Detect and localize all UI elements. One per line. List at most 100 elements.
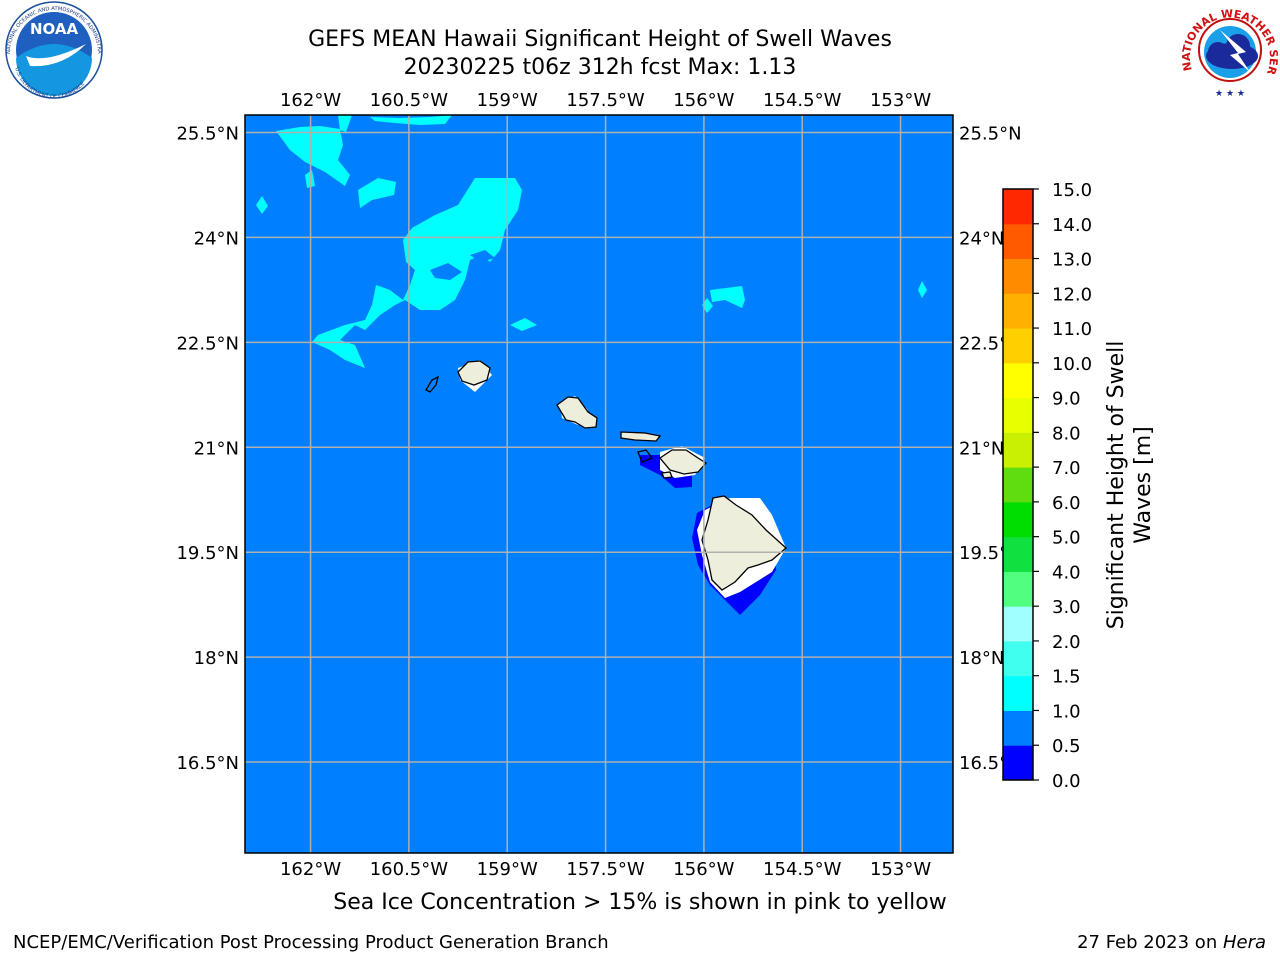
- colorbar-tick-label: 2.0: [1052, 632, 1081, 653]
- colorbar-tick-label: 7.0: [1052, 458, 1081, 479]
- island-oahu: [556, 396, 598, 429]
- lon-label-top: 154.5°W: [763, 90, 842, 111]
- island-kauai: [457, 360, 491, 386]
- colorbar-tick-label: 5.0: [1052, 528, 1081, 549]
- lat-label-left: 22.5°N: [176, 333, 239, 354]
- lat-label-left: 19.5°N: [176, 543, 239, 564]
- colorbar-tick-label: 0.5: [1052, 736, 1081, 757]
- colorbar-tick-label: 15.0: [1052, 180, 1092, 201]
- lon-label-top: 159°W: [477, 90, 538, 111]
- cyan-region-east1: [710, 286, 745, 308]
- lat-label-left: 24°N: [194, 228, 239, 249]
- colorbar-tick-label: 1.5: [1052, 667, 1081, 688]
- colorbar-segment: [1003, 432, 1033, 468]
- cyan-region-tiny: [510, 318, 537, 331]
- island-maui: [659, 449, 707, 475]
- colorbar-segment: [1003, 745, 1033, 781]
- colorbar-label-line2: Waves [m]: [1131, 426, 1156, 543]
- colorbar-tick-label: 10.0: [1052, 354, 1092, 375]
- sea-ice-caption: Sea Ice Concentration > 15% is shown in …: [333, 890, 947, 915]
- colorbar: 0.0 0.5 1.0 1.5 2.0 3.0 4.0 5.0 6.0 7.0 8.0 9.0 10.0…: [1002, 180, 1092, 792]
- lon-label-bottom: 159°W: [477, 859, 538, 880]
- colorbar-segment: [1003, 571, 1033, 607]
- colorbar-segment: [1003, 606, 1033, 642]
- ocean-background: [245, 115, 953, 853]
- lon-label-top: 153°W: [870, 90, 931, 111]
- cyan-region-blob: [358, 178, 396, 208]
- colorbar-segment: [1003, 710, 1033, 746]
- lon-label-bottom: 154.5°W: [763, 859, 842, 880]
- cyan-region-nw-main: [276, 126, 350, 186]
- cyan-region-central: [312, 178, 522, 368]
- colorbar-tick-label: 9.0: [1052, 389, 1081, 410]
- lon-label-top: 162°W: [280, 90, 341, 111]
- islands: [425, 360, 787, 591]
- colorbar-segment: [1003, 258, 1033, 294]
- colorbar-label-line1: Significant Height of Swell: [1104, 341, 1129, 630]
- footer-date: 27 Feb 2023 on Hera: [1077, 932, 1266, 953]
- swell-height-map: 162°W 160.5°W 159°W 157.5°W 156°W 154.5°W 153°…: [176, 90, 1156, 880]
- colorbar-segment: [1003, 223, 1033, 260]
- lon-label-top: 160.5°W: [370, 90, 449, 111]
- colorbar-tick-label: 13.0: [1052, 250, 1092, 271]
- lat-label-left: 25.5°N: [176, 123, 239, 144]
- chart-title: GEFS MEAN Hawaii Significant Height of S…: [308, 27, 892, 52]
- colorbar-tick-label: 3.0: [1052, 597, 1081, 618]
- footer-machine: Hera: [1222, 932, 1266, 953]
- chart-subtitle: 20230225 t06z 312h fcst Max: 1.13: [403, 55, 797, 80]
- nws-logo: NATIONAL WEATHER SERVICE ★ ★ ★: [1176, 0, 1280, 99]
- colorbar-segment: [1003, 397, 1033, 433]
- colorbar-tick-label: 0.0: [1052, 771, 1081, 792]
- swell-band-1-0-to-1-5: [256, 115, 927, 368]
- lat-label-left: 18°N: [194, 648, 239, 669]
- colorbar-segment: [1003, 293, 1033, 329]
- colorbar-segment: [1003, 501, 1033, 538]
- map-frame: [244, 114, 954, 854]
- lat-label-left: 21°N: [194, 438, 239, 459]
- lat-label-right: 25.5°N: [959, 123, 1022, 144]
- footer-credit: NCEP/EMC/Verification Post Processing Pr…: [13, 932, 609, 953]
- island-kahoolawe: [661, 471, 673, 479]
- colorbar-segment: [1003, 467, 1033, 503]
- noaa-logo: NOAA NATIONAL OCEANIC AND ATMOSPHERIC AD…: [0, 0, 103, 100]
- colorbar-segment: [1003, 675, 1033, 711]
- island-hawaii: [701, 495, 787, 591]
- lat-label-right: 21°N: [959, 438, 1004, 459]
- colorbar-tick-label: 14.0: [1052, 215, 1092, 236]
- footer-date-text: 27 Feb 2023 on: [1077, 932, 1223, 953]
- lon-label-bottom: 162°W: [280, 859, 341, 880]
- cyan-region-far-east: [918, 281, 927, 298]
- island-lanai: [637, 449, 654, 463]
- colorbar-segment: [1003, 189, 1033, 225]
- lon-label-bottom: 156°W: [673, 859, 734, 880]
- colorbar-segment: [1003, 328, 1033, 364]
- lon-labels-bottom: 162°W 160.5°W 159°W 157.5°W 156°W 154.5°W 153°…: [280, 859, 931, 880]
- lon-label-top: 157.5°W: [566, 90, 645, 111]
- lon-labels-top: 162°W 160.5°W 159°W 157.5°W 156°W 154.5°W 153°…: [280, 90, 931, 111]
- colorbar-tick-label: 12.0: [1052, 284, 1092, 305]
- lon-label-top: 156°W: [673, 90, 734, 111]
- colorbar-tick-label: 6.0: [1052, 493, 1081, 514]
- svg-text:★ ★ ★: ★ ★ ★: [1215, 89, 1245, 99]
- cyan-region-east2: [702, 298, 713, 313]
- lat-label-right: 18°N: [959, 648, 1004, 669]
- lat-labels-left: 25.5°N 24°N 22.5°N 21°N 19.5°N 18°N 16.5°N: [176, 123, 239, 774]
- colorbar-tick-label: 1.0: [1052, 701, 1081, 722]
- colorbar-segment: [1003, 536, 1033, 572]
- lat-label-right: 24°N: [959, 228, 1004, 249]
- colorbar-frame: [1002, 188, 1034, 781]
- lon-label-bottom: 160.5°W: [370, 859, 449, 880]
- noaa-logo-text: NOAA: [30, 20, 79, 38]
- colorbar-segment: [1003, 640, 1033, 677]
- lat-label-left: 16.5°N: [176, 753, 239, 774]
- colorbar-tick-label: 8.0: [1052, 423, 1081, 444]
- colorbar-segment: [1003, 362, 1033, 399]
- colorbar-tick-label: 11.0: [1052, 319, 1092, 340]
- island-molokai: [620, 431, 662, 442]
- cyan-region-top: [338, 115, 352, 132]
- lon-label-bottom: 157.5°W: [566, 859, 645, 880]
- graticule: [245, 115, 953, 853]
- colorbar-tick-label: 4.0: [1052, 562, 1081, 583]
- cyan-region-small2: [256, 196, 268, 214]
- island-niihau: [425, 375, 439, 393]
